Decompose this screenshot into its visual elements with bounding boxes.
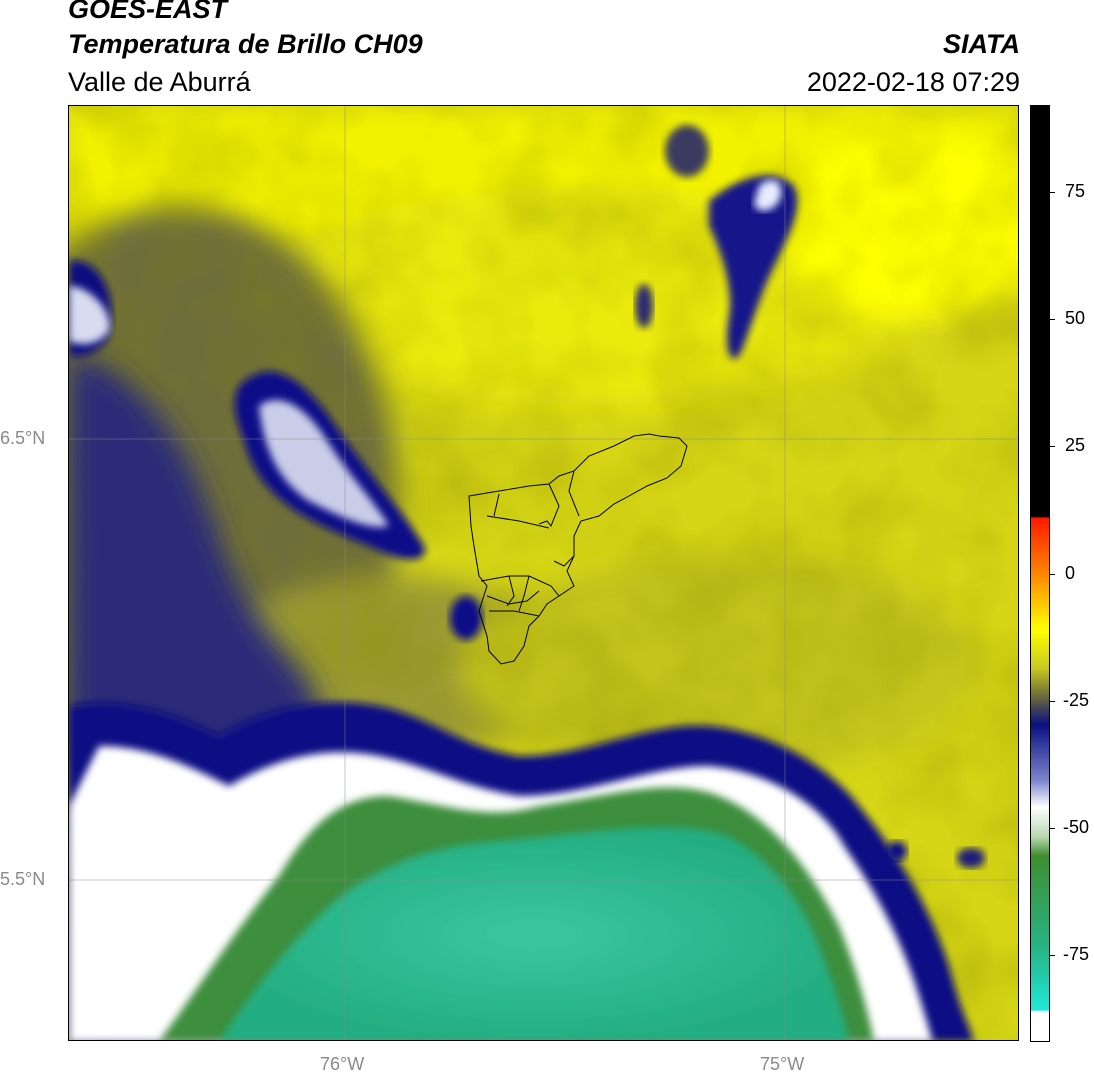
lat-label-6-5: 6.5°N [0, 428, 46, 448]
colorbar-tick-label: -50 [1063, 817, 1090, 838]
northwest-cloud-core [69, 286, 110, 344]
colorbar-tick-mark [1050, 318, 1055, 320]
colorbar-tick-mark [1050, 700, 1055, 702]
colorbar-tick-label: -75 [1063, 944, 1090, 965]
northeast-cloud-top [754, 180, 782, 211]
product-title: Temperatura de Brillo CH09 [68, 29, 423, 59]
southern-cloud-core [220, 827, 849, 1040]
aburra-valley-outline [468, 433, 688, 665]
colorbar-tick-label: 75 [1065, 180, 1086, 201]
colorbar-tick-mark [1050, 446, 1055, 448]
narrow-cloud-north [635, 284, 653, 328]
colorbar-tick-mark [1050, 191, 1055, 193]
small-cloud-north [665, 125, 709, 177]
boundary-line-1 [538, 483, 560, 527]
colorbar-tick-label: 0 [1065, 562, 1076, 583]
boundary-line-5 [553, 555, 575, 567]
boundary-line-9 [518, 575, 530, 612]
colorbar-tick-mark [1050, 955, 1055, 957]
small-cloud-center [450, 596, 482, 640]
map-canvas [69, 106, 1018, 1040]
colorbar-gradient [1031, 106, 1049, 1041]
colorbar-tick-mark [1050, 828, 1055, 830]
region-subtitle: Valle de Aburrá [68, 67, 251, 97]
boundary-line-8 [486, 590, 540, 605]
brightness-temperature-map [68, 105, 1019, 1041]
satellite-title: GOES-EAST [68, 0, 228, 24]
colorbar-tick-label: 25 [1065, 435, 1086, 456]
datetime-label: 2022-02-18 07:29 [806, 67, 1020, 97]
lon-label-75w: 75°W [760, 1054, 805, 1074]
northeast-cloud-cluster [709, 175, 798, 359]
municipal-boundaries [468, 433, 688, 665]
boundary-line-7 [506, 575, 515, 607]
lat-label-5-5: 5.5°N [0, 869, 46, 889]
boundary-line-10 [489, 610, 540, 617]
boundary-line-2 [568, 470, 580, 517]
colorbar-tick-label: -25 [1063, 689, 1090, 710]
colorbar-fill [1031, 106, 1049, 1041]
colorbar-tick-mark [1050, 573, 1055, 575]
graticule [69, 106, 1018, 1040]
colorbar-tick-label: 50 [1065, 307, 1086, 328]
small-cloud-far-east [957, 848, 985, 868]
small-cloud-east [887, 841, 907, 861]
lon-label-76w: 76°W [320, 1054, 365, 1074]
organization-label: SIATA [943, 29, 1020, 59]
boundary-line-3 [486, 515, 550, 529]
colorbar [1030, 105, 1050, 1042]
convective-cloud-west-core [259, 400, 389, 527]
boundary-line-4 [493, 493, 500, 517]
